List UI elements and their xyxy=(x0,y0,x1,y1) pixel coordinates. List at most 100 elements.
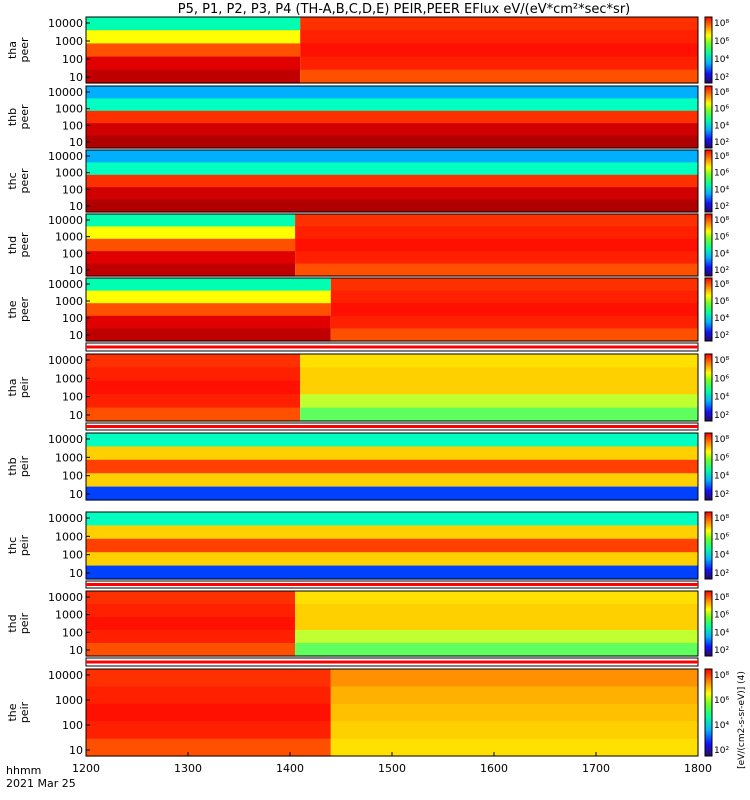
quiet-band-2 xyxy=(86,380,301,395)
x-axis: 1200 1300 1400 1500 1600 1700 1800 xyxy=(72,752,712,775)
x-label-date: 2021 Mar 25 xyxy=(6,777,76,790)
active-band-1 xyxy=(330,290,698,304)
quiet-band-0 xyxy=(86,17,301,31)
quiet-band-3 xyxy=(86,394,301,409)
colorbar-tick-label: 10⁸ xyxy=(714,435,729,445)
quiet-band-2 xyxy=(86,617,296,631)
active-band-0 xyxy=(330,278,698,292)
y-tick-label: 100 xyxy=(62,183,83,196)
quiet-band-1 xyxy=(86,98,698,112)
y-tick-label: 10 xyxy=(69,644,83,657)
y-tick-label: 1000 xyxy=(55,35,83,48)
y-tick-label: 10000 xyxy=(48,86,83,99)
y-tick-label: 10 xyxy=(69,409,83,422)
y-tick-label: 10000 xyxy=(48,17,83,30)
data-gap-marker xyxy=(86,345,698,349)
quiet-band-1 xyxy=(86,525,698,540)
quiet-band-3 xyxy=(86,56,301,71)
colorbar-tick-label: 10⁴ xyxy=(714,121,729,131)
quiet-band-2 xyxy=(86,538,698,553)
panel-label-probe: the xyxy=(6,300,19,318)
y-tick-label: 10000 xyxy=(48,150,83,163)
colorbar-tick-label: 10⁶ xyxy=(714,453,729,463)
active-band-3 xyxy=(330,721,698,740)
panel-frame xyxy=(85,213,699,277)
colorbar-tick-label: 10⁶ xyxy=(714,696,729,706)
y-tick-label: 1000 xyxy=(55,694,83,707)
y-tick-label: 100 xyxy=(62,470,83,483)
panel-frame xyxy=(85,353,699,422)
quiet-band-3 xyxy=(86,473,698,488)
active-band-1 xyxy=(300,367,698,382)
quiet-band-2 xyxy=(86,238,296,252)
active-band-3 xyxy=(300,394,698,409)
panel-label-instrument: peer xyxy=(18,37,31,63)
panel-thc-peir: 10 100 1000 10000 thc peir 10⁸ 10⁶ 10⁴ 10² xyxy=(6,511,729,580)
active-band-4 xyxy=(300,69,698,84)
colorbar-tick-label: 10⁴ xyxy=(714,314,729,324)
y-tick-label: 10 xyxy=(69,200,83,213)
x-tick-label: 1500 xyxy=(378,762,406,775)
colorbar-tick-label: 10⁶ xyxy=(714,297,729,307)
panel-label-probe: thc xyxy=(6,537,19,554)
active-band-3 xyxy=(300,56,698,71)
colorbar xyxy=(704,213,713,277)
colorbar-tick-label: 10⁴ xyxy=(714,393,729,403)
quiet-band-2 xyxy=(86,703,331,722)
y-tick-label: 10 xyxy=(69,71,83,84)
active-band-0 xyxy=(295,591,698,605)
quiet-band-4 xyxy=(86,738,331,757)
panel-thc-peer: 10 100 1000 10000 thc peer 10⁸ 10⁶ 10⁴ 10² xyxy=(6,149,729,213)
quiet-band-2 xyxy=(86,43,301,58)
panel-label-probe: tha xyxy=(6,378,19,396)
x-tick-label: 1600 xyxy=(480,762,508,775)
panel-label-instrument: peir xyxy=(18,534,31,556)
quiet-band-0 xyxy=(86,512,698,526)
panel-label-probe: thb xyxy=(6,457,19,475)
quiet-band-0 xyxy=(86,433,698,447)
colorbar-label: [eV/(cm2-s-sr-eV)] (4) xyxy=(737,671,747,769)
active-band-2 xyxy=(330,303,698,317)
quiet-band-4 xyxy=(86,328,331,342)
colorbar-tick-label: 10⁸ xyxy=(714,356,729,366)
x-tick-label: 1200 xyxy=(72,762,100,775)
panel-label-probe: the xyxy=(6,703,19,721)
quiet-band-1 xyxy=(86,162,698,176)
quiet-band-0 xyxy=(86,591,296,605)
colorbar-tick-label: 10⁸ xyxy=(714,514,729,524)
active-band-2 xyxy=(295,238,698,252)
colorbar xyxy=(704,16,713,84)
colorbar-tick-label: 10⁶ xyxy=(714,169,729,179)
active-band-4 xyxy=(295,643,698,657)
panel-frame xyxy=(85,511,699,580)
colorbar-tick-label: 10⁸ xyxy=(714,88,729,98)
y-tick-label: 100 xyxy=(62,549,83,562)
y-tick-label: 100 xyxy=(62,391,83,404)
quiet-band-3 xyxy=(86,123,698,137)
panel-label-instrument: peir xyxy=(18,455,31,477)
quiet-band-4 xyxy=(86,407,301,422)
colorbar-tick-label: 10⁶ xyxy=(714,374,729,384)
quiet-band-1 xyxy=(86,686,331,705)
colorbar xyxy=(704,353,713,422)
colorbar-tick-label: 10⁸ xyxy=(714,19,729,29)
active-band-2 xyxy=(330,703,698,722)
colorbar-tick-label: 10² xyxy=(714,569,729,579)
y-tick-label: 10000 xyxy=(48,591,83,604)
quiet-band-0 xyxy=(86,214,296,227)
colorbar-tick-label: 10⁶ xyxy=(714,105,729,115)
active-band-4 xyxy=(300,407,698,422)
colorbar-tick-label: 10⁶ xyxy=(714,233,729,243)
colorbar-tick-label: 10² xyxy=(714,331,729,341)
y-tick-label: 1000 xyxy=(55,295,83,308)
data-gap-marker xyxy=(86,583,698,586)
colorbar-tick-label: 10⁴ xyxy=(714,628,729,638)
quiet-band-3 xyxy=(86,630,296,644)
panel-label-probe: tha xyxy=(6,41,19,59)
panel-frame xyxy=(85,432,699,501)
y-tick-label: 10000 xyxy=(48,214,83,227)
colorbar xyxy=(704,432,713,501)
active-band-1 xyxy=(295,226,698,240)
quiet-band-1 xyxy=(86,226,296,240)
active-band-3 xyxy=(330,315,698,329)
